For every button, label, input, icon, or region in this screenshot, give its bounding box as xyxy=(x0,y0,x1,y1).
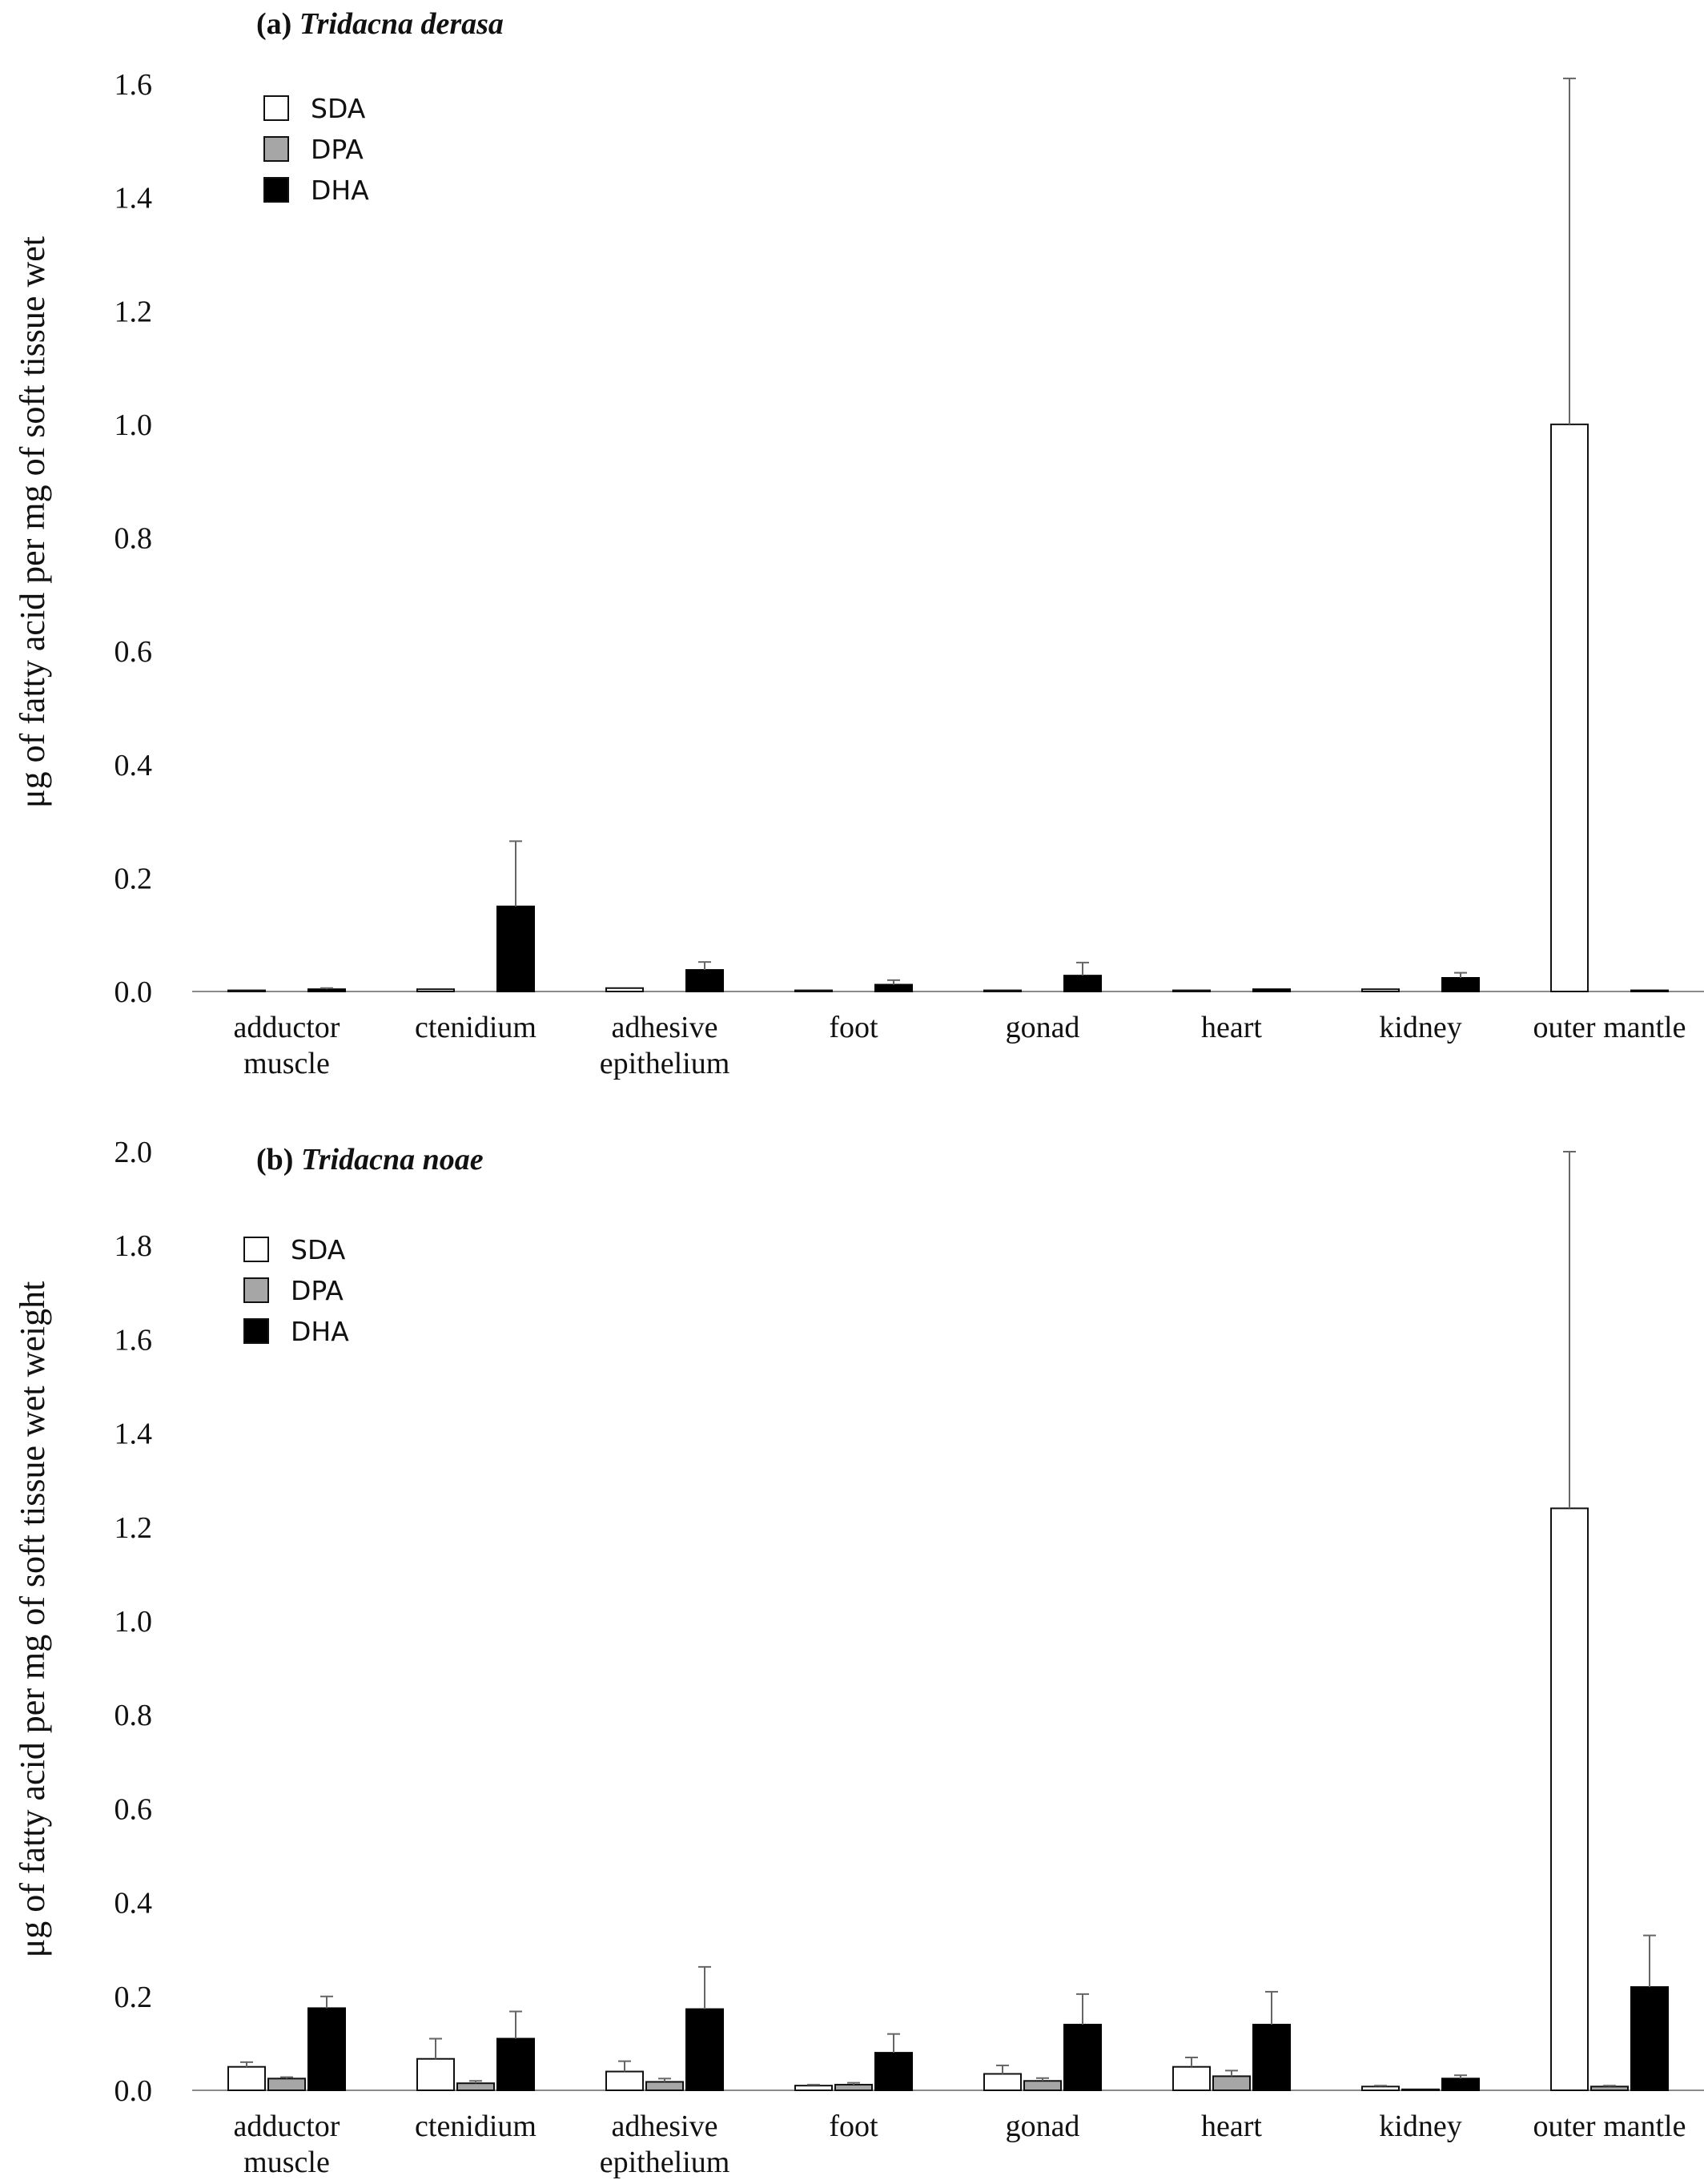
bar-dha xyxy=(1252,2023,1291,2091)
y-tick-label: 0.6 xyxy=(115,1792,153,1826)
bar-sda xyxy=(1361,2085,1400,2092)
y-tick-label: 1.2 xyxy=(115,1511,153,1545)
y-tick-label: 1.0 xyxy=(115,408,153,442)
y-axis-label: μg of fatty acid per mg of soft tissue w… xyxy=(13,236,52,808)
bar-dpa xyxy=(1212,2075,1251,2091)
legend-swatch-dha xyxy=(243,1318,269,1344)
bar-dha xyxy=(496,2037,535,2092)
panel-a: (a) Tridacna derasa μg of fatty acid per … xyxy=(13,7,1704,1080)
bar-dpa xyxy=(1023,2080,1062,2092)
bar-dha xyxy=(685,2008,724,2092)
legend-label: DHA xyxy=(311,175,369,206)
x-tick-label: adhesive xyxy=(612,1011,718,1044)
bar-dha xyxy=(874,983,913,992)
y-tick-label: 0.0 xyxy=(115,975,153,1009)
x-tick-label: kidney xyxy=(1379,1011,1461,1044)
bar-dpa xyxy=(834,2083,873,2092)
x-tick-label: foot xyxy=(829,2110,878,2143)
bar-dha xyxy=(1441,977,1480,993)
legend-swatch-dpa xyxy=(263,136,289,162)
y-tick-label: 1.2 xyxy=(115,295,153,328)
bar-dha xyxy=(685,969,724,993)
panel-label: (b) xyxy=(256,1143,301,1176)
x-tick-label: epithelium xyxy=(600,2146,730,2179)
panel-b: (b) Tridacna noae μg of fatty acid per mg… xyxy=(13,1136,1704,2179)
bar-dha xyxy=(1252,988,1291,992)
panel-title: (a) Tridacna derasa xyxy=(256,7,504,41)
x-tick-label: adhesive xyxy=(612,2110,718,2143)
bar-sda xyxy=(983,2073,1022,2091)
bar-sda xyxy=(1172,2065,1211,2091)
y-tick-label: 0.4 xyxy=(115,1887,153,1921)
bar-dpa xyxy=(645,2081,684,2091)
bar-sda xyxy=(1361,988,1400,992)
species-name: Tridacna derasa xyxy=(299,7,504,41)
legend-swatch-sda xyxy=(263,95,289,121)
panel-title: (b) Tridacna noae xyxy=(256,1143,484,1176)
bar-dpa xyxy=(267,2077,306,2092)
x-tick-label: outer mantle xyxy=(1533,1011,1686,1044)
x-tick-label: ctenidium xyxy=(415,1011,537,1044)
x-tick-label: adductor xyxy=(234,2110,340,2143)
bar-dha xyxy=(1630,1986,1669,2092)
species-name: Tridacna noae xyxy=(301,1143,484,1176)
y-tick-label: 2.0 xyxy=(115,1136,153,1169)
bar-dha xyxy=(496,905,535,992)
bar-sda xyxy=(416,2057,455,2092)
y-axis-label: μg of fatty acid per mg of soft tissue w… xyxy=(13,1281,52,1958)
legend-swatch-dpa xyxy=(243,1277,269,1303)
x-tick-label: heart xyxy=(1201,1011,1262,1044)
y-tick-label: 0.2 xyxy=(115,862,153,895)
legend-label: SDA xyxy=(311,93,366,124)
x-tick-label: gonad xyxy=(1006,1011,1080,1044)
bar-sda xyxy=(605,987,644,992)
y-tick-label: 1.0 xyxy=(115,1605,153,1639)
bar-sda xyxy=(1550,423,1589,992)
x-tick-label: gonad xyxy=(1006,2110,1080,2143)
panel-label: (a) xyxy=(256,7,299,41)
y-tick-label: 0.8 xyxy=(115,522,153,556)
bar-dha xyxy=(307,2007,346,2091)
x-tick-label: foot xyxy=(829,1011,878,1044)
bar-dpa xyxy=(1590,2085,1629,2092)
y-tick-label: 0.6 xyxy=(115,635,153,669)
y-tick-label: 0.8 xyxy=(115,1699,153,1732)
bar-dpa xyxy=(456,2082,495,2091)
x-tick-label: outer mantle xyxy=(1533,2110,1686,2143)
legend-swatch-dha xyxy=(263,177,289,203)
legend-swatch-sda xyxy=(243,1237,269,1262)
x-tick-label: epithelium xyxy=(600,1047,730,1080)
bar-dpa xyxy=(1401,2088,1440,2091)
y-tick-label: 1.6 xyxy=(115,68,153,102)
bar-sda xyxy=(1550,1507,1589,2091)
bar-dha xyxy=(307,988,346,992)
y-tick-label: 1.4 xyxy=(115,182,153,215)
y-tick-label: 0.4 xyxy=(115,749,153,782)
bar-sda xyxy=(794,2085,833,2091)
y-tick-label: 0.0 xyxy=(115,2074,153,2108)
y-tick-label: 1.8 xyxy=(115,1229,153,1263)
bar-dha xyxy=(1441,2077,1480,2092)
bar-dha xyxy=(1063,2023,1102,2091)
bar-sda xyxy=(605,2070,644,2092)
bar-sda xyxy=(416,988,455,992)
x-tick-label: muscle xyxy=(243,2146,330,2179)
bar-dha xyxy=(1063,975,1102,992)
x-tick-label: kidney xyxy=(1379,2110,1461,2143)
x-tick-label: heart xyxy=(1201,2110,1262,2143)
y-tick-label: 1.6 xyxy=(115,1323,153,1357)
legend-label: DPA xyxy=(291,1275,344,1306)
bar-dha xyxy=(874,2052,913,2092)
x-tick-label: adductor xyxy=(234,1011,340,1044)
x-tick-label: muscle xyxy=(243,1047,330,1080)
x-tick-label: ctenidium xyxy=(415,2110,537,2143)
bar-sda xyxy=(227,2065,266,2091)
legend-label: DPA xyxy=(311,134,364,165)
legend-label: DHA xyxy=(291,1316,349,1347)
y-tick-label: 1.4 xyxy=(115,1418,153,1451)
y-tick-label: 0.2 xyxy=(115,1981,153,2014)
legend-label: SDA xyxy=(291,1234,346,1265)
